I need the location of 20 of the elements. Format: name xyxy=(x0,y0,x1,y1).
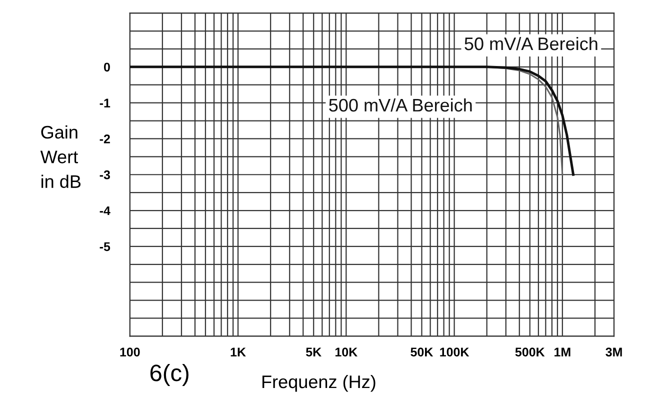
series-label: 500 mV/A Bereich xyxy=(329,98,472,112)
x-tick-label: 1K xyxy=(230,348,246,356)
series-label: 50 mV/A Bereich xyxy=(464,36,598,50)
y-axis-title: Gain Wert in dB xyxy=(40,125,81,188)
x-tick-label: 3M xyxy=(606,348,622,356)
x-axis-title: Frequenz (Hz) xyxy=(262,374,376,392)
x-tick-label: 50K xyxy=(410,348,434,356)
x-tick-label: 10K xyxy=(335,348,358,356)
x-tick-label: 100 xyxy=(120,348,140,356)
text: 6(c) xyxy=(150,364,188,386)
x-tick-label: 5K xyxy=(306,348,322,356)
y-tick-label: -1 xyxy=(100,98,110,108)
y-tick-label: -3 xyxy=(100,170,110,180)
y-tick-label: -5 xyxy=(100,242,110,252)
x-tick-label: 100K xyxy=(440,348,470,356)
y-tick-label: -2 xyxy=(100,134,110,144)
x-tick-label: 500K xyxy=(515,348,545,356)
x-tick-label: 1M xyxy=(554,348,570,356)
y-tick-label: 0 xyxy=(104,62,110,72)
y-tick-label: -4 xyxy=(100,206,110,216)
